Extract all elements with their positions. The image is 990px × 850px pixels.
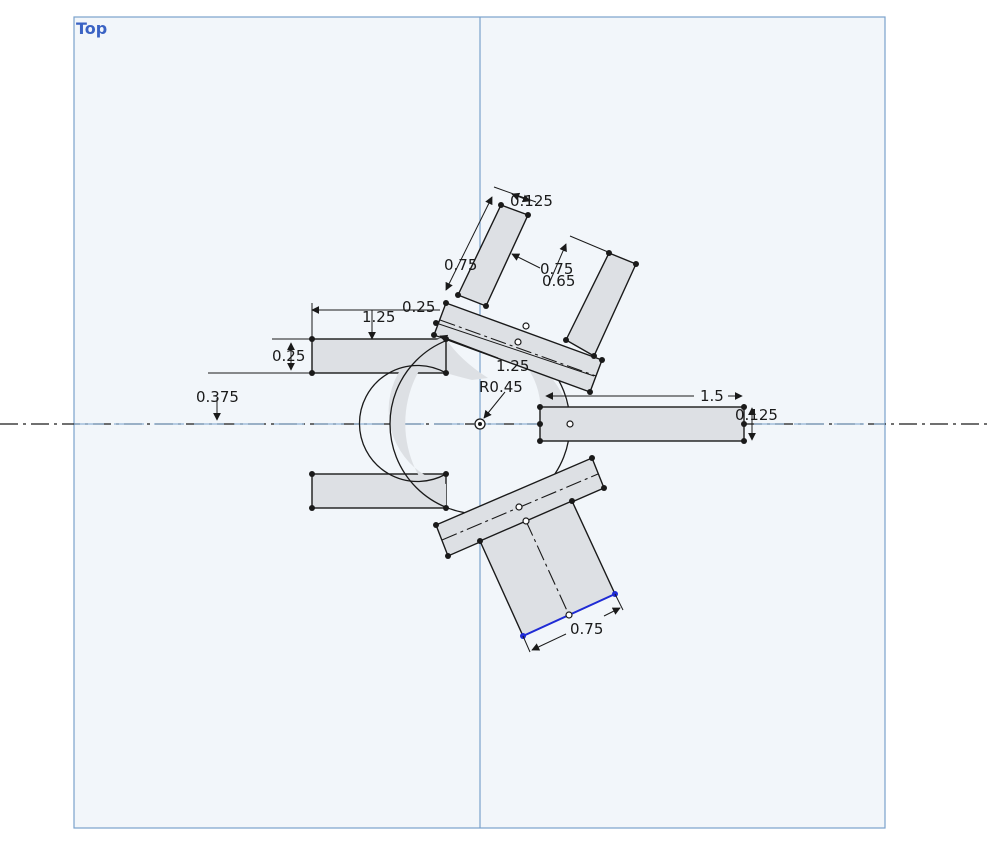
origin-point[interactable] <box>474 418 486 430</box>
dim-0375[interactable]: 0.375 <box>196 388 239 406</box>
dim-075-mid[interactable]: 0.75 <box>540 260 573 278</box>
sketch-vertices[interactable] <box>309 202 747 559</box>
dim-075-bottom[interactable]: 0.75 <box>570 620 603 638</box>
right-arm[interactable] <box>539 406 745 442</box>
dim-15[interactable]: 1.5 <box>700 387 724 405</box>
dim-125-left[interactable]: 1.25 <box>362 308 395 326</box>
midpoint-markers[interactable] <box>514 322 574 619</box>
lower-block-centerline <box>525 520 570 616</box>
dim-0125-top[interactable]: 0.125 <box>510 192 553 210</box>
dim-125-diag[interactable]: 1.25 <box>496 357 529 375</box>
dim-065[interactable]: 0.65 <box>542 272 575 290</box>
dim-0125-right[interactable]: 0.125 <box>735 406 778 424</box>
plane-label: Top <box>76 19 108 38</box>
left-top-arm[interactable] <box>311 338 488 380</box>
dim-075-left[interactable]: 0.75 <box>444 256 477 274</box>
dim-r045[interactable]: R0.45 <box>479 378 523 396</box>
dim-025-small[interactable]: 0.25 <box>402 298 435 316</box>
inner-arc[interactable] <box>358 364 447 483</box>
upper-bar-centerline <box>439 319 597 377</box>
dim-025-arm[interactable]: 0.25 <box>272 347 305 365</box>
